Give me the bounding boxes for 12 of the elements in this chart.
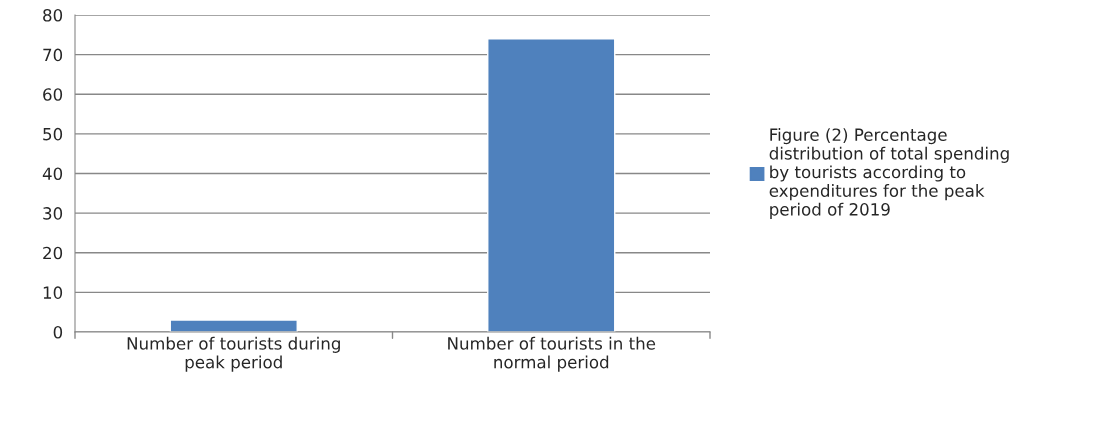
y-tick-label: 40: [42, 167, 63, 181]
y-tick-label: 10: [43, 286, 63, 299]
y-tick-label: 20: [43, 246, 63, 260]
legend-label: Figure (2) Percentage distribution of total spending by tourists according to expenditures for the peak period of 2019: [769, 128, 1009, 219]
y-tick-label: 30: [43, 207, 63, 220]
y-tick-label: 70: [43, 48, 63, 62]
y-tick-label: 80: [43, 8, 63, 22]
x-tick-label: Number of tourists in the normal period: [448, 336, 656, 372]
y-tick-label: 60: [43, 88, 63, 101]
x-tick-label: Number of tourists during peak period: [127, 336, 340, 372]
y-tick-label: 0: [53, 325, 63, 339]
y-tick-label: 50: [43, 127, 63, 141]
